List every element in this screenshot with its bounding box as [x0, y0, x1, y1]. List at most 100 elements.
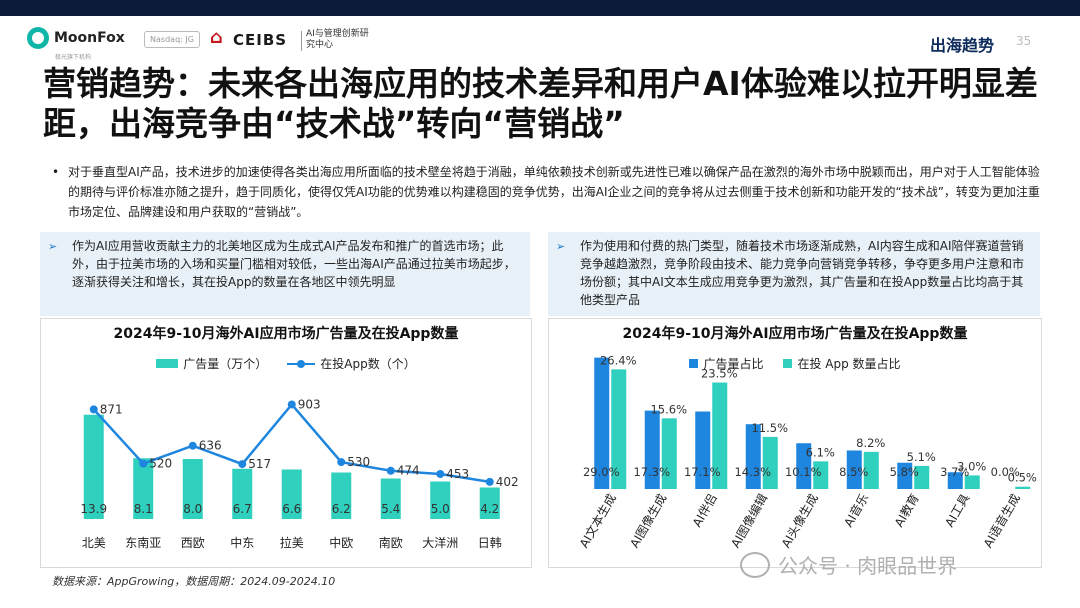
legend-label: 在投 App 数量占比 — [797, 357, 901, 371]
line-point — [287, 400, 296, 409]
region-chart-svg: 13.9 北美 8.1 东南亚 8.0 西欧 6.7 中东 6.6 拉美 6.2 中欧 5.4 南欧 5.0… — [80, 397, 518, 550]
chart-title: 2024年9-10月海外AI应用市场广告量及在投App数量 — [113, 326, 459, 342]
legend-item-app-share: 在投 App 数量占比 — [783, 355, 901, 372]
app-share-label: 15.6% — [650, 402, 687, 416]
line-value-label: 636 — [199, 439, 222, 453]
bar — [430, 481, 451, 519]
ad-share-label: 10.1% — [785, 465, 822, 479]
line-value-label: 903 — [298, 397, 321, 411]
bar-app-share — [964, 475, 980, 489]
bullet-text: 对于垂直型AI产品，技术进步的加速使得各类出海应用所面临的技术壁垒将趋于消融，单… — [68, 165, 1040, 219]
nasdaq-badge: Nasdaq: JG — [144, 31, 200, 48]
x-tick-label: AI伴侣 — [689, 491, 720, 529]
legend-item-ad-share: 广告量占比 — [689, 355, 763, 372]
line-point — [337, 458, 346, 467]
x-tick-label: 日韩 — [478, 535, 502, 550]
top-bar — [0, 0, 1080, 16]
region-chart: 2024年9-10月海外AI应用市场广告量及在投App数量 广告量（万个） 在投… — [40, 318, 532, 568]
legend-swatch — [689, 359, 699, 368]
line-point — [436, 469, 445, 478]
chart-title: 2024年9-10月海外AI应用市场广告量及在投App数量 — [622, 326, 968, 342]
ad-share-label: 17.1% — [684, 465, 721, 479]
legend-label: 广告量（万个） — [183, 357, 268, 371]
legend-label: 在投App数（个） — [320, 357, 416, 371]
legend-label: 广告量占比 — [703, 357, 764, 371]
x-tick-label: 中东 — [230, 535, 254, 550]
bar-value-label: 5.0 — [431, 502, 450, 516]
insight-panel-right: ➢ 作为使用和付费的热门类型，随着技术市场逐渐成熟，AI内容生成和AI陪伴赛道营… — [548, 232, 1040, 316]
bar — [479, 487, 500, 519]
app-share-label: 23.5% — [701, 367, 738, 381]
bar-app-share — [1015, 486, 1031, 489]
x-tick-label: AI文本生成 — [576, 491, 619, 550]
line-point — [139, 459, 148, 468]
ad-share-label: 8.5% — [839, 465, 868, 479]
category-chart-svg: 29.0% 26.4% AI文本生成 17.3% 15.6% AI图像生成 17.1% 23.… — [576, 353, 1037, 551]
x-tick-label: 西欧 — [181, 536, 205, 550]
x-tick-label: AI头像生成 — [779, 492, 821, 551]
ad-share-label: 14.3% — [734, 465, 771, 479]
partner-name: CEIBS — [233, 31, 288, 49]
x-tick-label: 中欧 — [329, 535, 353, 550]
bar-value-label: 8.0 — [183, 502, 202, 516]
app-share-label: 11.5% — [751, 421, 788, 435]
bar-value-label: 5.4 — [381, 502, 400, 516]
bar-value-label: 6.6 — [282, 502, 301, 516]
bar-ad-share — [695, 411, 711, 489]
line-point — [386, 466, 395, 475]
bar — [380, 478, 401, 519]
watermark-text: 公众号 · 肉眼品世界 — [778, 554, 958, 578]
bar-ad-share — [745, 424, 761, 489]
ad-share-label: 0.0% — [991, 465, 1020, 479]
bar-app-share — [661, 418, 677, 489]
app-share-label: 6.1% — [806, 445, 835, 459]
wechat-icon — [740, 551, 770, 578]
line-point — [188, 441, 197, 450]
bullet-dot: • — [52, 165, 60, 179]
line-value-label: 517 — [248, 457, 271, 471]
legend-line-swatch — [287, 359, 316, 368]
line-value-label: 530 — [347, 455, 370, 469]
line-value-label: 871 — [100, 402, 123, 416]
legend-swatch — [783, 359, 793, 368]
brand-name: MoonFox — [54, 30, 125, 46]
line-point — [238, 460, 247, 469]
bar-ad-share — [644, 410, 660, 489]
insight-text-left: 作为AI应用营收贡献主力的北美地区成为生成式AI产品发布和推广的首选市场；此外，… — [72, 239, 516, 289]
line-point — [89, 405, 98, 414]
insight-panel-left: ➢ 作为AI应用营收贡献主力的北美地区成为生成式AI产品发布和推广的首选市场；此… — [40, 232, 530, 316]
bar-app-share — [914, 465, 930, 489]
app-share-label: 3.0% — [957, 459, 986, 473]
watermark: 公众号 · 肉眼品世界 — [740, 550, 957, 579]
line-point — [485, 477, 494, 486]
legend-swatch — [156, 359, 179, 368]
ad-share-label: 3.7% — [940, 465, 969, 479]
bar — [182, 459, 203, 519]
bar-value-label: 6.7 — [233, 502, 252, 516]
line-value-label: 520 — [149, 457, 172, 471]
app-share-label: 8.2% — [856, 436, 885, 450]
bar-ad-share — [846, 450, 862, 489]
x-tick-label: AI教育 — [891, 491, 922, 529]
bar-ad-share — [594, 357, 610, 489]
section-label: 出海趋势 — [930, 36, 995, 55]
page-number: 35 — [1016, 34, 1032, 48]
legend-item-app-count: 在投App数（个） — [287, 355, 416, 372]
brand-subtitle: 极光旗下机构 — [55, 54, 92, 61]
data-source: 数据来源：AppGrowing，数据周期：2024.09-2024.10 — [52, 575, 336, 588]
moonfox-logo-icon — [27, 27, 49, 49]
bar — [133, 458, 154, 519]
x-tick-label: 南欧 — [379, 535, 403, 550]
line-value-label: 474 — [397, 464, 420, 478]
category-chart: 2024年9-10月海外AI应用市场广告量及在投App数量 广告量占比 在投 A… — [548, 318, 1042, 568]
x-tick-label: AI图像生成 — [627, 492, 669, 551]
app-share-label: 26.4% — [600, 353, 637, 367]
bar — [232, 468, 253, 519]
bar-app-share — [611, 369, 627, 489]
chart-legend: 广告量（万个） 在投App数（个） — [41, 355, 531, 372]
bar-app-share — [712, 382, 728, 489]
ceibs-logo-icon: ⌂ — [210, 27, 223, 48]
ad-share-label: 17.3% — [633, 465, 670, 479]
bar-value-label: 6.2 — [332, 502, 351, 516]
x-tick-label: AI音乐 — [840, 491, 871, 529]
